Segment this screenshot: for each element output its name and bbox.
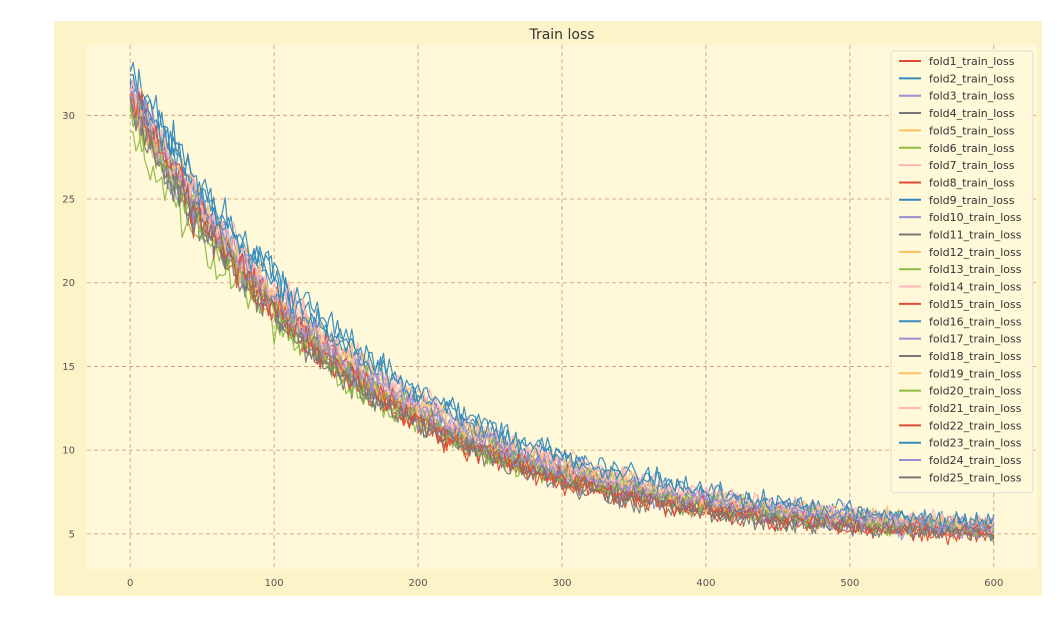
series-line-fold14_train_loss <box>129 91 994 530</box>
legend-label: fold8_train_loss <box>929 176 1015 189</box>
x-tick-label: 0 <box>127 578 133 589</box>
legend-label: fold3_train_loss <box>929 90 1015 103</box>
legend-label: fold19_train_loss <box>929 367 1022 380</box>
x-axis-ticks: 0 100 200 300 400 500 600 <box>127 578 1003 589</box>
legend-label: fold1_train_loss <box>929 55 1015 68</box>
series-line-fold23_train_loss <box>130 73 995 534</box>
x-tick-label: 200 <box>409 578 428 589</box>
series-lines <box>129 61 995 546</box>
legend-label: fold24_train_loss <box>929 454 1022 467</box>
legend-label: fold12_train_loss <box>929 246 1022 259</box>
legend-label: fold21_train_loss <box>929 402 1022 415</box>
y-tick-label: 5 <box>69 529 75 540</box>
legend-label: fold14_train_loss <box>929 281 1022 294</box>
legend-label: fold22_train_loss <box>929 419 1022 432</box>
legend-label: fold10_train_loss <box>929 211 1022 224</box>
x-tick-label: 400 <box>696 578 715 589</box>
legend-label: fold16_train_loss <box>929 315 1022 328</box>
series-line-fold25_train_loss <box>129 98 995 543</box>
legend-label: fold18_train_loss <box>929 350 1022 363</box>
legend-label: fold25_train_loss <box>929 471 1022 484</box>
legend-label: fold15_train_loss <box>929 298 1022 311</box>
legend-label: fold9_train_loss <box>929 194 1015 207</box>
chart-title: Train loss <box>528 27 594 43</box>
legend-label: fold5_train_loss <box>929 124 1015 137</box>
x-tick-label: 300 <box>552 578 571 589</box>
legend-label: fold7_train_loss <box>929 159 1015 172</box>
legend-label: fold6_train_loss <box>929 142 1015 155</box>
x-tick-label: 600 <box>984 578 1003 589</box>
legend-label: fold13_train_loss <box>929 263 1022 276</box>
legend-label: fold23_train_loss <box>929 437 1022 450</box>
legend-label: fold11_train_loss <box>929 229 1022 242</box>
x-tick-label: 500 <box>840 578 859 589</box>
legend-label: fold4_train_loss <box>929 107 1015 120</box>
x-tick-label: 100 <box>265 578 284 589</box>
legend: fold1_train_loss fold2_train_loss fold3_tr… <box>890 50 1034 494</box>
y-tick-label: 15 <box>62 362 75 373</box>
legend-label: fold2_train_loss <box>929 72 1015 85</box>
legend-box <box>890 50 1034 494</box>
legend-label: fold20_train_loss <box>929 385 1022 398</box>
y-tick-label: 10 <box>62 446 75 457</box>
y-tick-label: 30 <box>62 111 75 122</box>
series-line-fold19_train_loss <box>129 98 995 536</box>
legend-label: fold17_train_loss <box>929 333 1022 346</box>
y-tick-label: 20 <box>62 278 75 289</box>
y-tick-label: 25 <box>62 195 75 206</box>
y-axis-ticks: 5 10 15 20 25 30 <box>62 111 75 541</box>
